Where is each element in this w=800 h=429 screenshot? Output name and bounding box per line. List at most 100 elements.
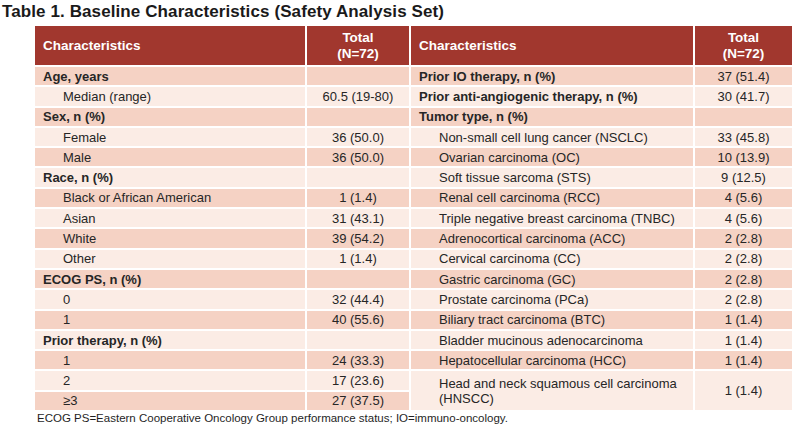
total-header-line1: Total xyxy=(313,30,403,46)
row-label-cell: Hepatocellular carcinoma (HCC) xyxy=(411,349,693,369)
row-value-cell: 36 (50.0) xyxy=(305,146,409,166)
characteristics-header: Characteristics xyxy=(35,26,305,65)
row-label-cell: Adrenocortical carcinoma (ACC) xyxy=(411,227,693,247)
table-row: Bladder mucinous adenocarcinoma1 (1.4) xyxy=(411,329,792,349)
row-label-cell: Prior anti-angiogenic therapy, n (%) xyxy=(411,85,693,105)
row-label-cell: Asian xyxy=(35,207,305,227)
table-row: Age, years xyxy=(35,65,409,85)
table-row: Asian31 (43.1) xyxy=(35,207,409,227)
row-value-cell xyxy=(305,106,409,126)
row-label-cell: ≥3 xyxy=(35,390,305,410)
row-value-cell: 2 (2.8) xyxy=(693,288,792,308)
header-row: Characteristics Total (N=72) xyxy=(35,26,409,65)
row-value-cell: 1 (1.4) xyxy=(693,349,792,369)
row-label-cell: Non-small cell lung cancer (NSCLC) xyxy=(411,126,693,146)
row-value-cell: 40 (55.6) xyxy=(305,309,409,329)
row-value-cell: 33 (45.8) xyxy=(693,126,792,146)
table-row: Other1 (1.4) xyxy=(35,248,409,268)
row-label-cell: Prior therapy, n (%) xyxy=(35,329,305,349)
table-row: Female36 (50.0) xyxy=(35,126,409,146)
row-value-cell: 10 (13.9) xyxy=(693,146,792,166)
total-header: Total (N=72) xyxy=(305,26,409,65)
row-value-cell: 27 (37.5) xyxy=(305,390,409,410)
row-value-cell xyxy=(305,65,409,85)
row-label-cell: Black or African American xyxy=(35,187,305,207)
page-title: Table 1. Baseline Characteristics (Safet… xyxy=(2,2,444,22)
table-row: 032 (44.4) xyxy=(35,288,409,308)
row-value-cell: 37 (51.4) xyxy=(693,65,792,85)
row-value-cell: 39 (54.2) xyxy=(305,227,409,247)
table-row: Prior anti-angiogenic therapy, n (%)30 (… xyxy=(411,85,792,105)
row-value-cell xyxy=(305,329,409,349)
row-value-cell: 4 (5.6) xyxy=(693,187,792,207)
table-header: Characteristics Total (N=72) xyxy=(35,26,409,65)
table-row: 217 (23.6) xyxy=(35,369,409,389)
table-row: Renal cell carcinoma (RCC)4 (5.6) xyxy=(411,187,792,207)
baseline-table-left: Characteristics Total (N=72) Age, yearsM… xyxy=(35,26,409,410)
table-row: Prior therapy, n (%) xyxy=(35,329,409,349)
row-value-cell: 1 (1.4) xyxy=(693,369,792,410)
table-row: Prostate carcinoma (PCa)2 (2.8) xyxy=(411,288,792,308)
footnote: ECOG PS=Eastern Cooperative Oncology Gro… xyxy=(37,412,508,424)
row-value-cell: 2 (2.8) xyxy=(693,227,792,247)
table-row: ≥327 (37.5) xyxy=(35,390,409,410)
row-label-cell: ECOG PS, n (%) xyxy=(35,268,305,288)
row-value-cell: 1 (1.4) xyxy=(693,309,792,329)
table-row: ECOG PS, n (%) xyxy=(35,268,409,288)
header-row: Characteristics Total (N=72) xyxy=(411,26,792,65)
table-body: Age, yearsMedian (range)60.5 (19-80)Sex,… xyxy=(35,65,409,410)
row-label-cell: Male xyxy=(35,146,305,166)
table-row: Ovarian carcinoma (OC)10 (13.9) xyxy=(411,146,792,166)
row-label-cell: Biliary tract carcinoma (BTC) xyxy=(411,309,693,329)
row-label-cell: Renal cell carcinoma (RCC) xyxy=(411,187,693,207)
table-row: Hepatocellular carcinoma (HCC)1 (1.4) xyxy=(411,349,792,369)
table-row: Triple negative breast carcinoma (TNBC)4… xyxy=(411,207,792,227)
total-header: Total (N=72) xyxy=(693,26,792,65)
row-label-cell: Race, n (%) xyxy=(35,166,305,186)
row-value-cell: 1 (1.4) xyxy=(305,187,409,207)
row-label-cell: Triple negative breast carcinoma (TNBC) xyxy=(411,207,693,227)
table-row: Cervical carcinoma (CC)2 (2.8) xyxy=(411,248,792,268)
total-header-line2: (N=72) xyxy=(701,46,786,62)
row-label-cell: 2 xyxy=(35,369,305,389)
row-label-cell: Median (range) xyxy=(35,85,305,105)
table-row: Non-small cell lung cancer (NSCLC)33 (45… xyxy=(411,126,792,146)
row-label-cell: 1 xyxy=(35,309,305,329)
table-row: Sex, n (%) xyxy=(35,106,409,126)
row-label-cell: 0 xyxy=(35,288,305,308)
row-value-cell xyxy=(305,268,409,288)
table-row: Black or African American1 (1.4) xyxy=(35,187,409,207)
row-label-cell: Other xyxy=(35,248,305,268)
row-label-cell: Ovarian carcinoma (OC) xyxy=(411,146,693,166)
row-label-cell: White xyxy=(35,227,305,247)
total-header-line1: Total xyxy=(701,30,786,46)
table-row: Head and neck squamous cell carcinoma (H… xyxy=(411,369,792,410)
row-label-cell: Age, years xyxy=(35,65,305,85)
row-value-cell: 1 (1.4) xyxy=(305,248,409,268)
table-header: Characteristics Total (N=72) xyxy=(411,26,792,65)
row-label-cell: Head and neck squamous cell carcinoma (H… xyxy=(411,369,693,410)
row-value-cell: 1 (1.4) xyxy=(693,329,792,349)
row-value-cell: 36 (50.0) xyxy=(305,126,409,146)
row-value-cell: 17 (23.6) xyxy=(305,369,409,389)
row-value-cell: 9 (12.5) xyxy=(693,166,792,186)
row-value-cell: 2 (2.8) xyxy=(693,248,792,268)
row-label-cell: 1 xyxy=(35,349,305,369)
page: Table 1. Baseline Characteristics (Safet… xyxy=(0,0,800,429)
row-label-cell: Cervical carcinoma (CC) xyxy=(411,248,693,268)
row-value-cell: 60.5 (19-80) xyxy=(305,85,409,105)
row-value-cell: 31 (43.1) xyxy=(305,207,409,227)
row-label-cell: Bladder mucinous adenocarcinoma xyxy=(411,329,693,349)
row-label-cell: Prostate carcinoma (PCa) xyxy=(411,288,693,308)
row-value-cell xyxy=(305,166,409,186)
row-label-cell: Gastric carcinoma (GC) xyxy=(411,268,693,288)
table-row: 124 (33.3) xyxy=(35,349,409,369)
baseline-characteristics-tables: Characteristics Total (N=72) Age, yearsM… xyxy=(35,26,792,410)
table-row: Soft tissue sarcoma (STS)9 (12.5) xyxy=(411,166,792,186)
row-value-cell: 2 (2.8) xyxy=(693,268,792,288)
row-label-cell: Prior IO therapy, n (%) xyxy=(411,65,693,85)
characteristics-header: Characteristics xyxy=(411,26,693,65)
table-body: Prior IO therapy, n (%)37 (51.4)Prior an… xyxy=(411,65,792,410)
row-label-cell: Soft tissue sarcoma (STS) xyxy=(411,166,693,186)
row-value-cell: 30 (41.7) xyxy=(693,85,792,105)
